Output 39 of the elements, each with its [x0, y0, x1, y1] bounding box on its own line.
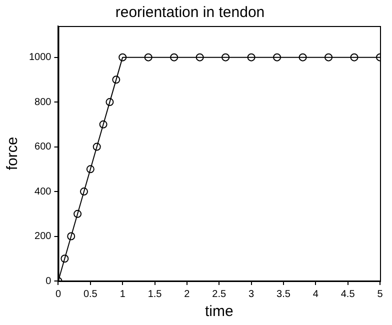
- x-tick-label: 2.5: [212, 288, 227, 300]
- y-tick-label: 400: [34, 186, 52, 198]
- x-tick-label: 1.5: [148, 288, 162, 300]
- x-axis-title: time: [204, 303, 234, 320]
- x-tick-label: 0.5: [83, 288, 98, 300]
- x-tick-label: 3.5: [276, 288, 291, 300]
- point: [298, 53, 307, 62]
- point: [99, 120, 108, 128]
- point: [67, 232, 76, 240]
- point: [324, 53, 333, 62]
- x-tick-label: 1: [120, 288, 126, 300]
- point: [350, 53, 358, 62]
- y-tick-label: 0: [46, 276, 52, 287]
- point: [74, 210, 82, 218]
- x-tick-label: 4: [312, 288, 319, 300]
- point: [170, 53, 178, 62]
- point: [222, 53, 230, 62]
- x-tick-label: 4.5: [340, 288, 356, 300]
- point: [106, 98, 114, 106]
- point: [118, 53, 127, 62]
- point: [196, 53, 204, 62]
- point: [86, 165, 94, 174]
- y-tick-label: 800: [34, 96, 52, 108]
- x-tick-label: 2: [184, 288, 190, 300]
- point: [273, 53, 282, 62]
- point: [247, 53, 256, 62]
- point: [60, 254, 69, 263]
- y-tick-label: 600: [34, 142, 52, 153]
- y-axis-title: force: [4, 136, 22, 170]
- y-tick-label: 1000: [28, 52, 52, 64]
- point: [112, 76, 120, 84]
- y-tick-label: 200: [34, 231, 52, 242]
- point: [80, 188, 88, 196]
- x-tick-label: 3: [248, 288, 255, 300]
- x-tick-label: 5: [377, 288, 384, 300]
- point: [144, 53, 152, 62]
- point: [92, 142, 101, 151]
- x-tick-label: 0: [55, 288, 62, 300]
- chart-title: reorientation in tendon: [115, 4, 265, 22]
